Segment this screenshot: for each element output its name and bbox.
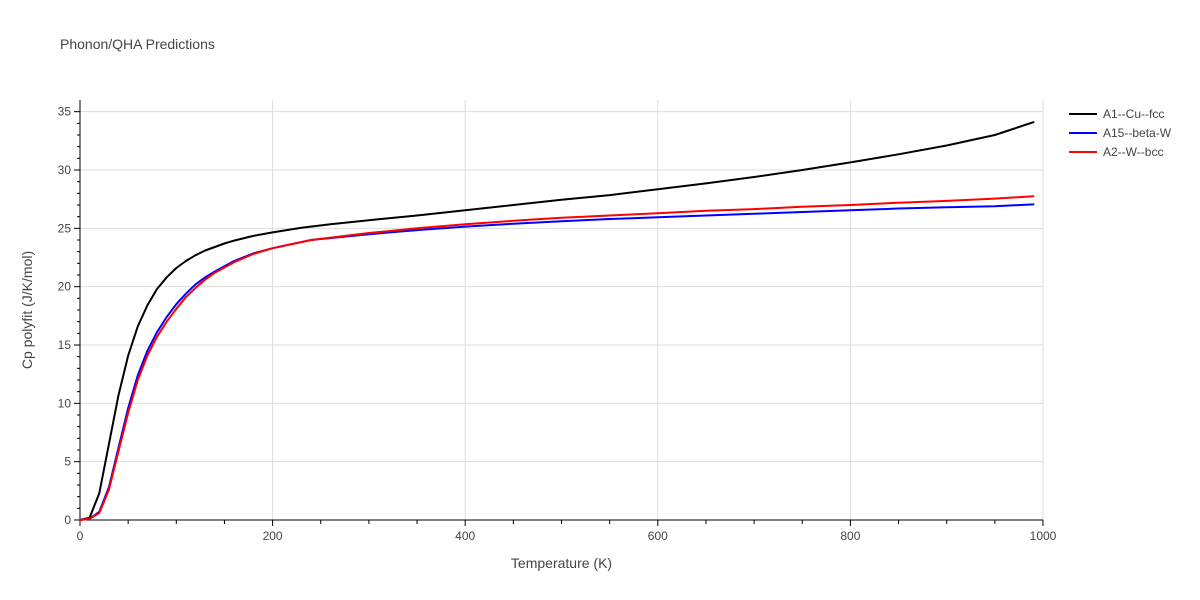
x-tick-label: 400 xyxy=(455,529,475,543)
x-tick-label: 1000 xyxy=(1030,529,1057,543)
axes xyxy=(74,100,1044,526)
y-tick-label: 10 xyxy=(58,396,72,410)
y-tick-label: 15 xyxy=(58,338,72,352)
y-tick-label: 25 xyxy=(58,221,72,235)
series-line-1 xyxy=(79,203,1035,521)
legend-item-1[interactable]: A15--beta-W xyxy=(1069,126,1172,140)
x-tick-label: 200 xyxy=(263,529,283,543)
y-axis-title: Cp polyfit (J/K/mol) xyxy=(19,251,35,369)
chart-title: Phonon/QHA Predictions xyxy=(60,36,215,52)
series-line-0 xyxy=(79,121,1035,521)
legend-label: A15--beta-W xyxy=(1103,126,1172,140)
legend-item-0[interactable]: A1--Cu--fcc xyxy=(1069,107,1164,121)
y-tick-label: 35 xyxy=(58,105,72,119)
series-lines xyxy=(79,121,1035,521)
y-tick-label: 5 xyxy=(64,455,71,469)
series-line-2 xyxy=(79,195,1035,521)
legend-item-2[interactable]: A2--W--bcc xyxy=(1069,145,1163,159)
legend[interactable]: A1--Cu--fcc A15--beta-W A2--W--bcc xyxy=(1069,107,1172,159)
x-tick-label: 800 xyxy=(840,529,860,543)
legend-label: A2--W--bcc xyxy=(1103,145,1163,159)
grid-lines xyxy=(80,100,1044,520)
x-tick-label: 0 xyxy=(77,529,84,543)
y-tick-label: 30 xyxy=(58,163,72,177)
legend-label: A1--Cu--fcc xyxy=(1103,107,1164,121)
x-tick-label: 600 xyxy=(648,529,668,543)
tick-labels: 0 200 400 600 800 1000 0 5 10 15 20 25 30 35 xyxy=(58,105,1057,543)
y-tick-label: 20 xyxy=(58,280,72,294)
x-axis-title: Temperature (K) xyxy=(511,555,612,571)
y-tick-label: 0 xyxy=(64,513,71,527)
